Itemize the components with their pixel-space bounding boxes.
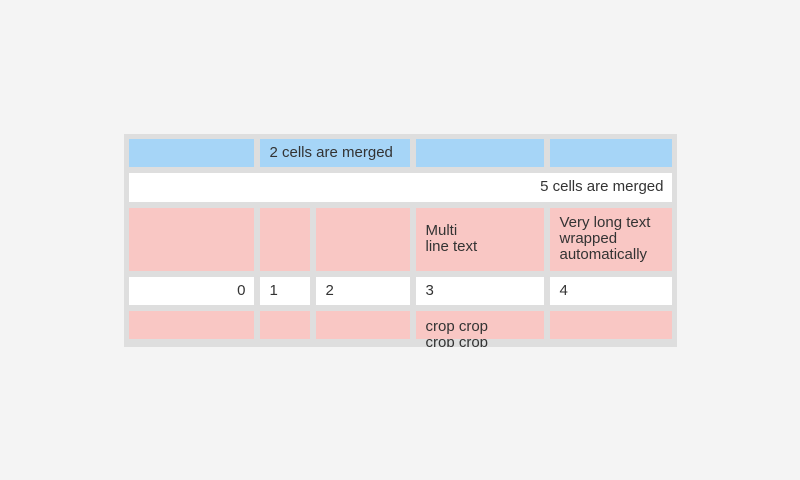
table-row-numbers: 0 1 2 3 4 [128,276,672,305]
table-cell-r3c2[interactable] [259,207,310,271]
table-cell-r5c2[interactable] [259,310,310,339]
table-cell-r4c4[interactable]: 3 [415,276,544,305]
table-cell-r1-merged-2[interactable]: 2 cells are merged [259,138,410,167]
table-cell-r3c3[interactable] [315,207,410,271]
cropped-text: crop crop crop crop [425,317,489,347]
table-cell-r4c2[interactable]: 1 [259,276,310,305]
number-3: 3 [425,281,434,299]
number-0: 0 [237,281,246,299]
table-cell-r2-merged-5[interactable]: 5 cells are merged [128,172,672,202]
table-cell-r4c5[interactable]: 4 [549,276,672,305]
multi-line-text: Multi line text [425,222,478,255]
table-cell-r4c3[interactable]: 2 [315,276,410,305]
table-cell-r1c5[interactable] [549,138,672,167]
table-cell-r5c1[interactable] [128,310,254,339]
table-cell-r5c3[interactable] [315,310,410,339]
table-cell-r1c4[interactable] [415,138,544,167]
wrapped-text: Very long text wrapped automatically [559,214,651,263]
table-cell-r3c4[interactable]: Multi line text [415,207,544,271]
table-row-header: 2 cells are merged [128,138,672,167]
table-cell-r5c4[interactable]: crop crop crop crop [415,310,544,347]
merged-5-cells-label: 5 cells are merged [540,178,664,195]
table-row-cropped: crop crop crop crop [128,310,672,347]
number-2: 2 [325,281,334,299]
number-1: 1 [269,281,278,299]
table-cell-r4c1[interactable]: 0 [128,276,254,305]
table-cell-r3c5[interactable]: Very long text wrapped automatically [549,207,672,271]
table-cell-r3c1[interactable] [128,207,254,271]
table-cell-r5c5[interactable] [549,310,672,339]
table-row-merged-full: 5 cells are merged [128,172,672,202]
table-cell-r1c1[interactable] [128,138,254,167]
number-4: 4 [559,281,568,299]
table-widget: 2 cells are merged 5 cells are merged Mu… [123,133,677,347]
merged-2-cells-label: 2 cells are merged [269,143,393,161]
table-row-multiline: Multi line text Very long text wrapped a… [128,207,672,271]
